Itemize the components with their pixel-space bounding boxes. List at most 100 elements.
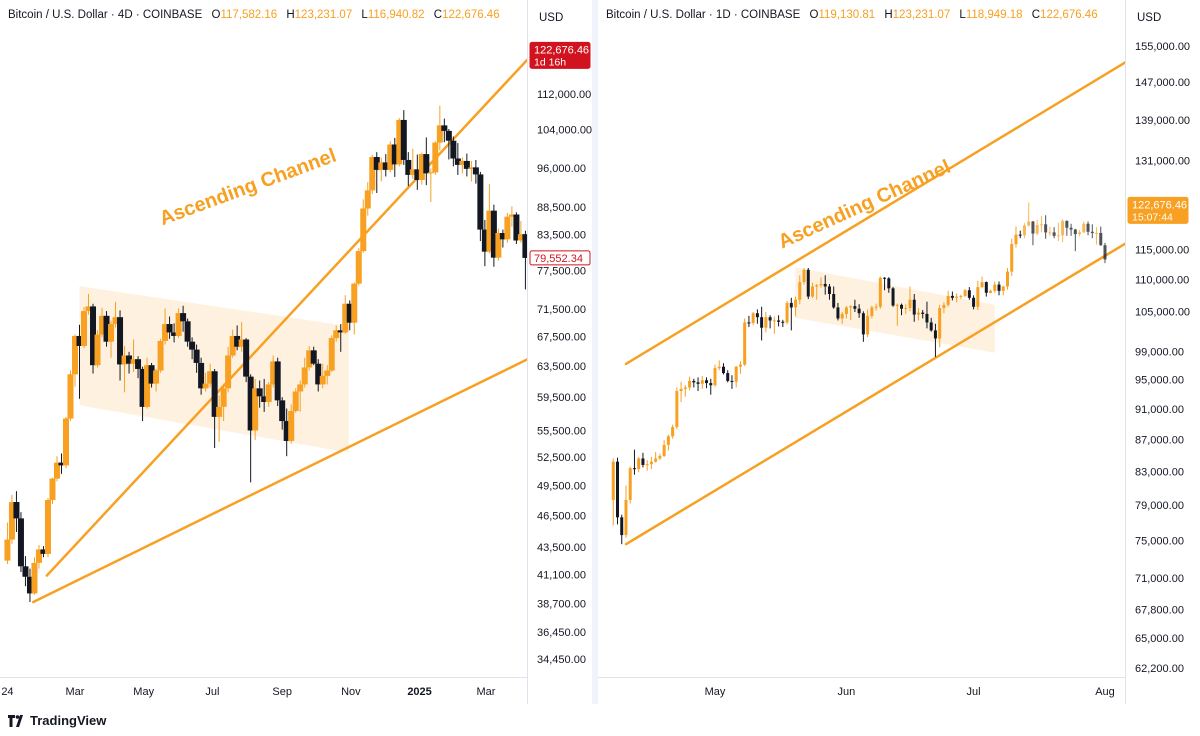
candle: [1048, 226, 1052, 236]
y-tick-label: 65,000.00: [1135, 633, 1184, 645]
candle-body: [220, 388, 227, 407]
candle: [162, 308, 169, 345]
candle: [781, 319, 785, 328]
candle-body: [162, 324, 169, 341]
candle-body: [967, 290, 971, 298]
candle-body: [229, 335, 236, 356]
tradingview-logo[interactable]: TradingView: [8, 713, 106, 728]
candle-body: [997, 284, 1001, 291]
candle-body: [90, 306, 97, 366]
candle: [1010, 238, 1014, 276]
candle: [252, 378, 259, 441]
chart-canvas-left[interactable]: Ascending Channel USD 112,000.00 104,000.00…: [0, 0, 592, 704]
y-tick-label: 105,000.00: [1135, 306, 1190, 318]
candle-body: [202, 383, 209, 389]
candle-body: [517, 234, 524, 241]
channel-label: Ascending Channel: [775, 156, 954, 253]
candle: [1095, 227, 1099, 245]
candle: [649, 456, 653, 470]
candle-body: [1095, 232, 1099, 234]
candle-body: [44, 500, 51, 554]
candle: [382, 154, 389, 177]
candle: [8, 495, 15, 544]
candle: [963, 288, 967, 298]
candle-body: [976, 287, 980, 307]
y-tick-label: 95,000.00: [1135, 374, 1184, 386]
candle: [490, 204, 497, 267]
x-tick-label: May: [133, 686, 154, 698]
candle-body: [747, 322, 751, 324]
candle-body: [811, 286, 814, 297]
x-tick-label: Sep: [272, 686, 292, 698]
y-tick-label: 43,500.00: [537, 542, 586, 554]
candle-body: [1103, 245, 1107, 260]
candle: [279, 397, 286, 430]
candle: [620, 514, 624, 545]
x-tick-label: 2025: [407, 686, 431, 698]
candle: [495, 228, 502, 261]
candle: [211, 368, 218, 449]
candle: [117, 310, 124, 381]
candle: [148, 362, 155, 388]
candle: [798, 275, 802, 305]
candle-body: [418, 154, 425, 181]
candle: [517, 221, 524, 243]
candle-body: [933, 330, 937, 339]
candle: [836, 302, 840, 321]
ohlc-high-value: 123,231.07: [892, 9, 951, 21]
candle-body: [369, 157, 376, 191]
chart-panel-left[interactable]: Ascending Channel USD 112,000.00 104,000.00…: [0, 0, 592, 704]
candle-body: [675, 391, 679, 428]
candle: [802, 267, 806, 285]
plot-area: [4, 58, 527, 604]
candle: [637, 456, 641, 473]
candle: [628, 466, 632, 504]
candle: [207, 363, 214, 388]
candle: [198, 357, 205, 395]
candle: [274, 357, 281, 407]
panel-divider[interactable]: [592, 0, 598, 704]
candle: [49, 477, 56, 505]
candle: [688, 376, 692, 391]
candle-body: [1065, 220, 1069, 228]
candle: [432, 141, 439, 175]
candle: [216, 395, 223, 442]
candle: [481, 220, 488, 267]
candle-body: [130, 359, 137, 364]
candle-body: [337, 330, 344, 333]
candle: [225, 346, 232, 393]
chart-panel-right[interactable]: Ascending Channel USD 155,000.00 147,000.00…: [598, 0, 1200, 704]
candle: [62, 416, 69, 469]
candle: [112, 301, 119, 328]
candle: [984, 281, 988, 297]
candle-body: [972, 297, 976, 307]
candle: [229, 329, 236, 358]
candle: [454, 143, 461, 175]
candle: [751, 311, 755, 326]
candle: [1039, 215, 1043, 233]
candle-body: [1018, 234, 1022, 236]
candle-body: [247, 376, 254, 431]
candle-body: [883, 277, 887, 279]
candle-body: [400, 119, 407, 160]
candle: [1082, 221, 1086, 233]
candle-body: [929, 322, 933, 331]
chart-canvas-right[interactable]: Ascending Channel USD 155,000.00 147,000.00…: [598, 0, 1200, 704]
candle-body: [1006, 271, 1009, 287]
candle-body: [486, 210, 493, 252]
candle: [238, 321, 245, 352]
candle: [976, 280, 980, 311]
candle: [1086, 221, 1090, 236]
candle: [499, 229, 506, 248]
candle: [324, 365, 331, 385]
candle: [632, 449, 636, 475]
candle-body: [925, 313, 929, 323]
candle-body: [274, 361, 281, 401]
candle: [31, 557, 38, 595]
candle-body: [641, 458, 645, 465]
candle: [99, 307, 106, 338]
candle-body: [324, 370, 331, 376]
candle-body: [454, 158, 461, 165]
candle: [959, 294, 963, 300]
